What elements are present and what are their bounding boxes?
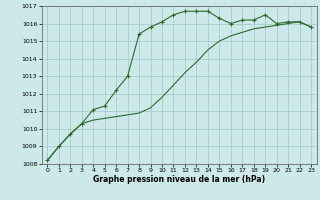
X-axis label: Graphe pression niveau de la mer (hPa): Graphe pression niveau de la mer (hPa) (93, 175, 265, 184)
